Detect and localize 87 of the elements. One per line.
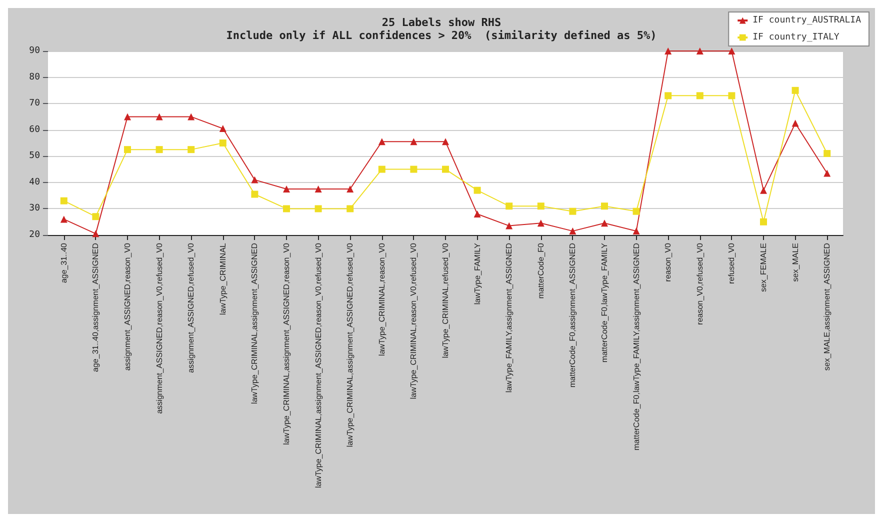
x-tick-label: refused_V0 <box>727 242 736 284</box>
point <box>251 176 258 184</box>
x-tick-label: matterCode_F0,lawType_FAMILY,assignment_ASSIGNED <box>632 242 641 450</box>
point <box>824 170 831 177</box>
y-tick-label: 30 <box>29 204 40 214</box>
point <box>664 48 672 54</box>
point <box>283 205 290 212</box>
y-tick-label: 50 <box>29 151 40 162</box>
point <box>124 113 131 120</box>
point <box>474 210 481 218</box>
point <box>124 146 131 154</box>
point <box>824 150 831 158</box>
point <box>632 228 640 235</box>
x-tick-label: lawType_CRIMINAL,refused_V0 <box>441 242 450 358</box>
point <box>569 208 576 215</box>
point <box>251 190 258 198</box>
point <box>760 186 767 194</box>
point <box>696 48 704 54</box>
x-tick-label: age_31..40 <box>59 242 68 284</box>
legend-label: IF country_ITALY <box>752 32 840 42</box>
x-tick-label: lawType_FAMILY <box>472 242 482 305</box>
point <box>92 230 100 238</box>
y-tick-label: 70 <box>29 98 40 109</box>
point <box>601 220 608 227</box>
point <box>188 113 195 120</box>
point <box>219 140 226 146</box>
point <box>219 125 226 132</box>
point <box>346 186 354 192</box>
x-tick-label: assignment_ASSIGNED,reason_V0,refused_V0 <box>154 242 164 414</box>
point <box>792 120 799 127</box>
point <box>156 113 163 120</box>
x-tick-label: reason_V0,refused_V0 <box>695 242 704 325</box>
point <box>92 213 100 220</box>
point <box>664 92 672 100</box>
x-tick-label: age_31..40,assignment_ASSIGNED <box>91 242 100 372</box>
x-tick-label: lawType_CRIMINAL,reason_V0 <box>377 242 386 356</box>
point <box>728 48 736 54</box>
chart-title: 25 Labels show RHS <box>382 16 502 29</box>
point <box>410 166 418 173</box>
x-tick-label: lawType_CRIMINAL,assignment_ASSIGNED,reason_V0,refused_V0 <box>314 242 323 488</box>
point <box>696 92 704 100</box>
point <box>60 197 68 204</box>
point <box>156 146 163 154</box>
x-tick-label: reason_V0 <box>664 242 673 282</box>
x-tick-label: matterCode_F0,lawType_FAMILY <box>600 242 609 362</box>
legend-label: IF country_AUSTRALIA <box>752 16 862 26</box>
point <box>506 202 513 210</box>
point <box>537 202 544 210</box>
point <box>601 202 608 210</box>
point <box>410 138 418 146</box>
x-tick-label: sex_MALE,assignment_ASSIGNED <box>822 242 832 371</box>
point <box>537 220 544 227</box>
point <box>378 166 386 173</box>
point <box>346 205 354 212</box>
chart-subtitle: Include only if ALL confidences > 20% (similarity defined as 5%) <box>226 29 657 42</box>
point <box>474 186 481 194</box>
y-tick-label: 80 <box>29 72 40 82</box>
point <box>632 208 640 215</box>
point <box>188 146 195 154</box>
point <box>569 228 576 235</box>
point <box>378 138 386 146</box>
y-tick-label: 20 <box>29 230 40 240</box>
x-tick-label: lawType_FAMILY,assignment_ASSIGNED <box>504 242 514 393</box>
x-tick-label: matterCode_F0,assignment_ASSIGNED <box>568 242 578 388</box>
point <box>792 86 799 94</box>
point <box>442 138 449 146</box>
x-tick-label: lawType_CRIMINAL <box>218 242 228 316</box>
x-tick-label: matterCode_F0 <box>536 242 546 299</box>
x-tick-label: assignment_ASSIGNED,refused_V0 <box>186 242 196 373</box>
x-tick-label: lawType_CRIMINAL,reason_V0,refused_V0 <box>409 242 418 400</box>
point <box>442 166 449 173</box>
point <box>506 222 513 230</box>
point <box>728 92 736 100</box>
y-tick-label: 60 <box>29 124 40 135</box>
y-tick-label: 90 <box>29 46 40 56</box>
x-tick-label: lawType_CRIMINAL,assignment_ASSIGNED <box>250 242 260 404</box>
point <box>314 186 322 192</box>
point <box>60 216 68 223</box>
x-tick-label: sex_FEMALE <box>759 243 768 292</box>
point <box>283 186 290 192</box>
x-tick-label: sex_MALE <box>790 243 800 282</box>
x-tick-label: assignment_ASSIGNED,reason_V0 <box>123 242 132 371</box>
point <box>760 218 767 226</box>
y-tick-label: 40 <box>29 177 40 188</box>
x-tick-label: lawType_CRIMINAL,assignment_ASSIGNED,refused_V0 <box>346 242 355 448</box>
x-tick-label: lawType_CRIMINAL,assignment_ASSIGNED,reason_V0 <box>282 242 291 445</box>
point <box>314 205 322 212</box>
